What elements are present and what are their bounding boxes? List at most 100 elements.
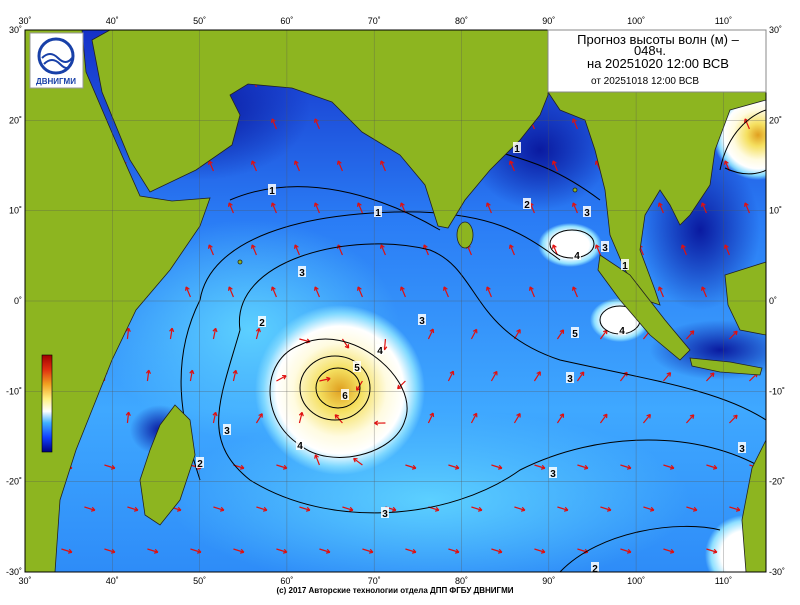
isoline-label: 2 [524, 200, 530, 211]
isoline [315, 367, 361, 409]
direction-arrow [551, 160, 558, 172]
isoline-label: 1 [622, 261, 628, 272]
isoline-label: 4 [297, 441, 303, 452]
title-box: Прогноз высоты волн (м) – 048ч. на 20251… [547, 29, 767, 93]
direction-arrow [577, 464, 589, 470]
direction-arrow [534, 464, 546, 470]
direction-arrow [700, 202, 707, 214]
direction-arrow [374, 420, 386, 426]
isoline-label: 4 [574, 251, 580, 262]
lon-label: 110˚ [715, 16, 732, 26]
isoline-label: 3 [739, 444, 745, 455]
direction-arrow [125, 411, 131, 424]
direction-arrow [471, 506, 483, 512]
arabia-india [91, 30, 549, 229]
lon-label: 90˚ [542, 16, 555, 26]
direction-arrow [313, 286, 320, 298]
direction-arrow [212, 327, 218, 340]
direction-arrow [184, 286, 191, 298]
lon-label: 40˚ [106, 576, 119, 586]
direction-arrow [571, 286, 578, 298]
isoline-label-bg [298, 266, 306, 277]
direction-arrow [405, 548, 417, 554]
isoline-label: 5 [354, 363, 360, 374]
direction-arrow [663, 464, 675, 470]
direction-arrow [356, 286, 363, 298]
direction-arrow [642, 413, 651, 424]
isoline-label: 3 [419, 316, 425, 327]
direction-arrow [127, 506, 139, 512]
direction-arrow [314, 454, 320, 466]
logo-waves [41, 53, 73, 69]
lon-label: 70˚ [368, 16, 381, 26]
direction-arrow [250, 244, 257, 256]
isoline [559, 525, 721, 572]
direction-arrow [576, 371, 585, 382]
isoline-label-bg [296, 439, 304, 450]
direction-arrow [557, 506, 569, 512]
isoline-label-bg [353, 361, 361, 372]
direction-arrow [399, 286, 406, 298]
lon-label: 50˚ [193, 576, 206, 586]
isoline-label: 3 [602, 243, 608, 254]
borneo [724, 261, 766, 336]
direction-arrow [125, 327, 131, 340]
direction-arrow [729, 330, 738, 340]
isoline-label-bg [223, 424, 231, 435]
lon-label: 70˚ [368, 576, 381, 586]
direction-arrow [706, 548, 718, 554]
direction-arrow [379, 244, 386, 256]
isoline-label-bg [601, 241, 609, 252]
lat-label: 30˚ [769, 25, 782, 35]
isoline-label: 3 [224, 426, 230, 437]
isoline-label-bg [523, 198, 531, 209]
direction-arrow [189, 369, 195, 382]
isoline-label-bg [376, 344, 384, 355]
lat-label: 0˚ [769, 296, 777, 306]
direction-arrow [232, 369, 238, 382]
isoline-label: 3 [584, 208, 590, 219]
direction-arrow [293, 160, 300, 172]
isoline-label-bg [418, 314, 426, 325]
isoline-labels: 1 1 1 2 3 3 4 1 3 2 3 5 4 5 4 6 4 3 3 2 3 3 3 2 [196, 142, 746, 572]
wave-maximum [255, 305, 425, 475]
title-line: 048ч. [634, 43, 666, 58]
title-background [547, 29, 767, 93]
lon-label: 100˚ [627, 16, 645, 26]
direction-arrow [61, 548, 73, 554]
isoline-label: 4 [377, 346, 383, 357]
lon-label: 80˚ [455, 576, 468, 586]
direction-arrow [227, 202, 234, 214]
graticule [25, 30, 766, 572]
direction-arrow [405, 464, 417, 470]
direction-arrow [276, 374, 287, 382]
direction-arrow [448, 548, 460, 554]
isoline-label-bg [621, 259, 629, 270]
direction-arrow [508, 160, 515, 172]
direction-arrow [442, 286, 449, 298]
direction-arrow [508, 244, 515, 256]
lat-label: -20˚ [769, 477, 785, 487]
island [237, 259, 243, 265]
lat-label: -10˚ [6, 386, 22, 396]
direction-arrow [490, 370, 498, 382]
direction-arrow [298, 411, 304, 424]
direction-arrow [533, 371, 541, 382]
direction-arrow [84, 506, 96, 512]
isoline-label-bg [381, 507, 389, 518]
direction-arrow [657, 202, 664, 214]
direction-arrow [643, 506, 655, 512]
direction-arrow [212, 411, 218, 424]
isoline-label-bg [566, 372, 574, 383]
direction-arrow [270, 202, 277, 214]
java [689, 357, 763, 376]
direction-arrow [729, 506, 741, 512]
direction-arrow [663, 548, 675, 554]
direction-arrow [599, 413, 608, 424]
isoline-label: 1 [375, 208, 381, 219]
direction-arrow [594, 244, 601, 256]
isoline-label: 3 [382, 509, 388, 520]
isoline [549, 229, 595, 259]
isoline-label-bg [513, 142, 521, 153]
direction-arrow [723, 244, 730, 256]
